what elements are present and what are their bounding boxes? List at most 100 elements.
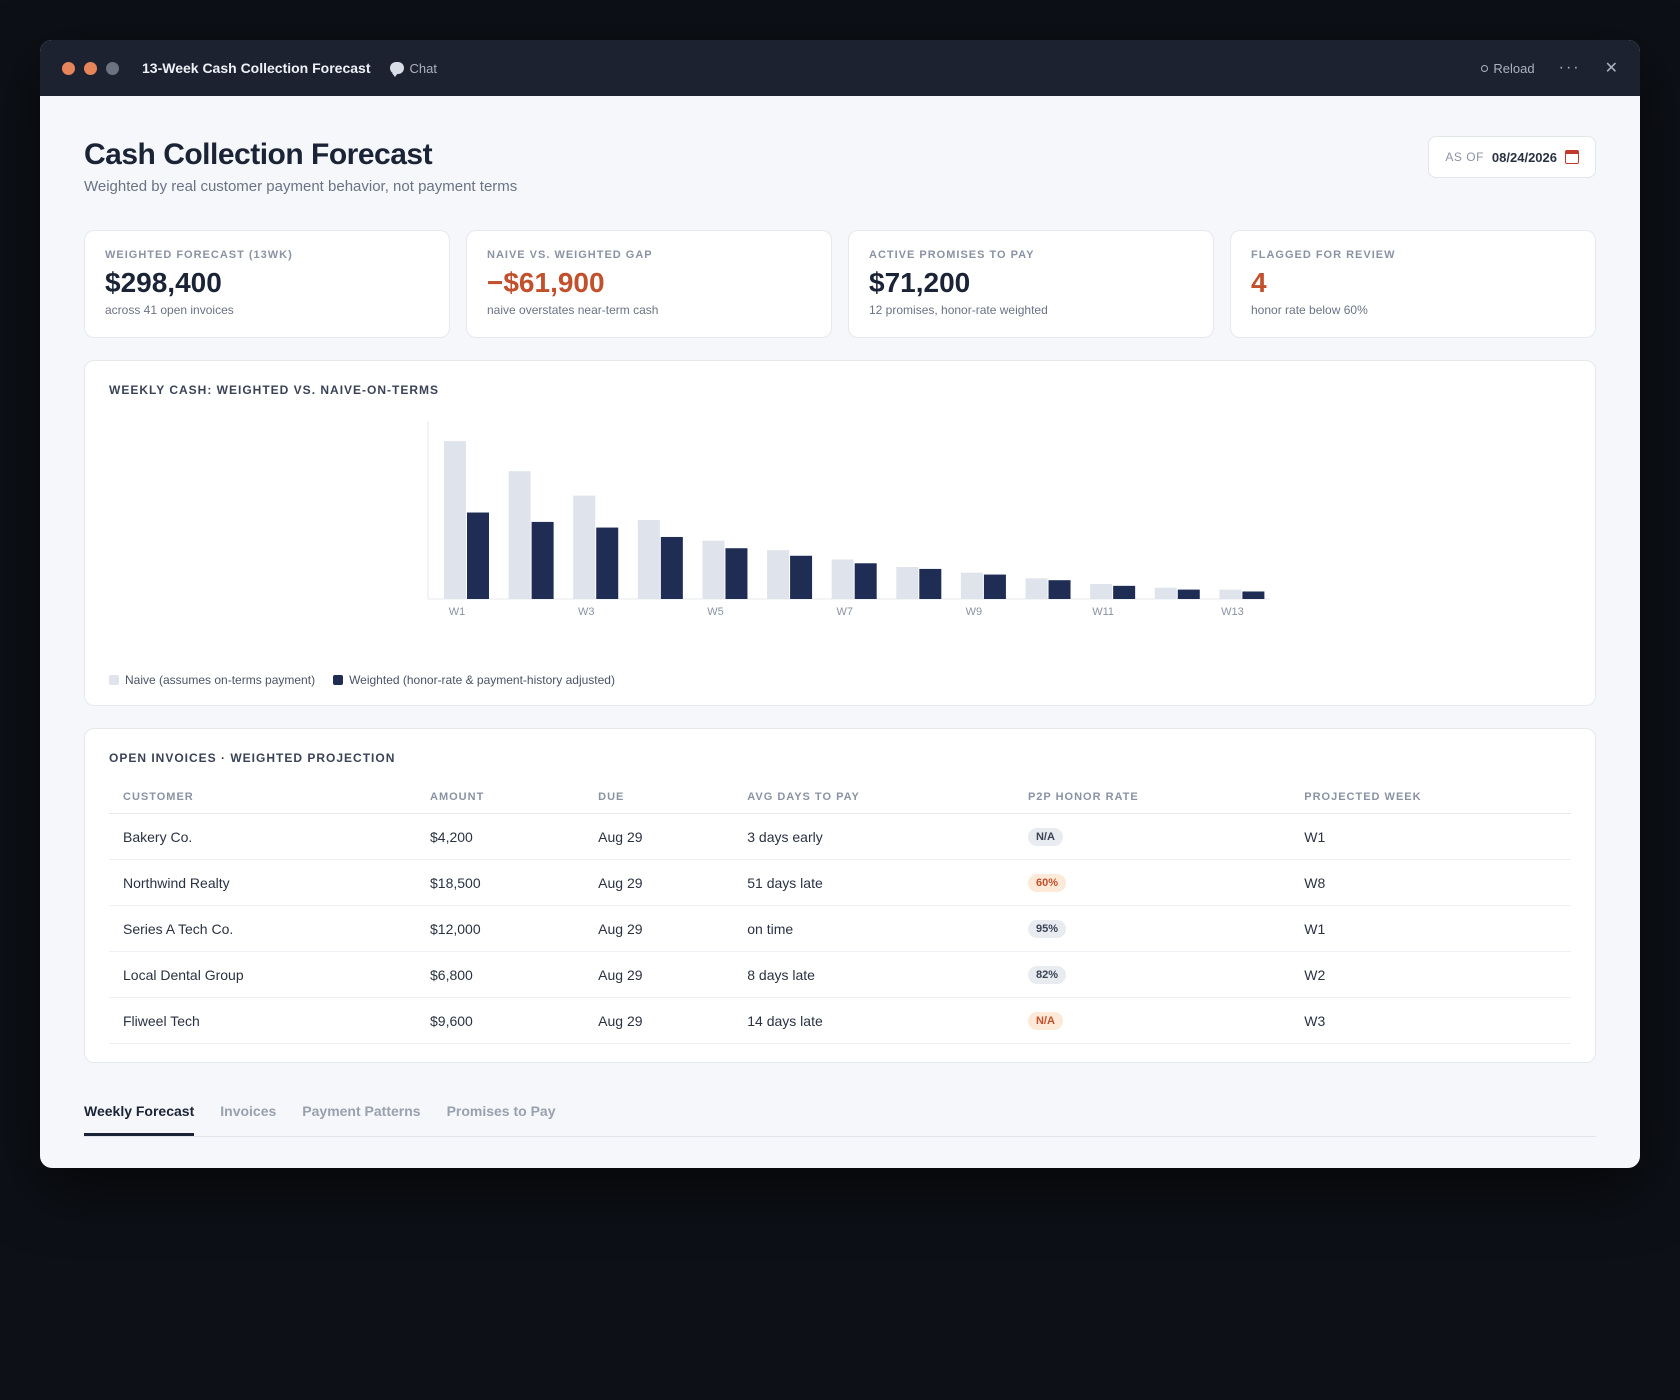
bar-naive[interactable] [508, 471, 531, 599]
bar-naive[interactable] [831, 559, 854, 599]
honor-rate-badge: N/A [1027, 828, 1063, 846]
chat-label: Chat [409, 60, 437, 76]
bar-weighted[interactable] [467, 512, 489, 599]
reload-button[interactable]: Reload [1481, 60, 1535, 76]
column-header[interactable]: Amount [416, 781, 585, 814]
bar-naive[interactable] [637, 520, 660, 599]
table-row[interactable]: Series A Tech Co. $12,000 Aug 29 on time… [109, 905, 1571, 952]
bar-naive[interactable] [1154, 587, 1177, 599]
bar-naive[interactable] [896, 567, 919, 599]
kpi-label: Flagged for Review [1251, 249, 1396, 261]
table-row[interactable]: Northwind Realty $18,500 Aug 29 51 days … [109, 859, 1571, 906]
kpi-row: Weighted Forecast (13wk) $298,400 across… [84, 230, 1596, 338]
bar-weighted[interactable] [983, 574, 1006, 599]
x-tick-label: W5 [707, 606, 724, 618]
cell-customer: Fliweel Tech [109, 997, 417, 1044]
bar-weighted[interactable] [919, 568, 942, 599]
cell-avg-days: 51 days late [733, 859, 1014, 906]
chart-legend: Naive (assumes on-terms payment) Weighte… [109, 673, 615, 687]
cell-amount: $9,600 [416, 997, 585, 1044]
reload-icon [1481, 64, 1489, 72]
bar-naive[interactable] [1219, 589, 1242, 599]
cell-due: Aug 29 [584, 997, 734, 1044]
legend-item-naive: Naive (assumes on-terms payment) [109, 673, 315, 687]
kpi-value: $71,200 [869, 267, 971, 298]
cell-due: Aug 29 [584, 951, 734, 998]
more-options-icon[interactable]: ··· [1558, 59, 1581, 76]
cell-due: Aug 29 [584, 905, 734, 952]
x-tick-label: W3 [578, 606, 595, 618]
table-row[interactable]: Fliweel Tech $9,600 Aug 29 14 days late … [109, 997, 1571, 1044]
bar-weighted[interactable] [1048, 580, 1071, 599]
kpi-label: Active Promises to Pay [869, 249, 1035, 261]
tab-promises-to-pay[interactable]: Promises to Pay [446, 1103, 556, 1119]
page-header: Cash Collection Forecast Weighted by rea… [84, 96, 1596, 226]
cell-honor-rate: 95% [1013, 905, 1291, 952]
invoices-table: Customer Amount Due Avg Days to Pay P2P … [109, 781, 1571, 1044]
kpi-value: $298,400 [105, 267, 222, 298]
bar-naive[interactable] [1025, 578, 1048, 599]
reload-label: Reload [1493, 60, 1535, 76]
cell-avg-days: 14 days late [733, 997, 1014, 1044]
tab-invoices[interactable]: Invoices [220, 1103, 277, 1119]
bar-weighted[interactable] [1242, 591, 1265, 599]
close-icon[interactable]: ✕ [1604, 60, 1618, 77]
legend-label: Weighted (honor-rate & payment-history a… [349, 673, 615, 687]
bar-weighted[interactable] [1113, 585, 1136, 599]
bar-weighted[interactable] [531, 521, 554, 599]
column-header[interactable]: Due [584, 781, 734, 814]
table-header-row: Customer Amount Due Avg Days to Pay P2P … [109, 781, 1571, 814]
cell-honor-rate: N/A [1013, 813, 1291, 860]
bar-naive[interactable] [702, 540, 725, 599]
column-header[interactable]: P2P Honor Rate [1013, 781, 1291, 814]
view-tabs: Weekly Forecast Invoices Payment Pattern… [84, 1083, 1596, 1137]
kpi-label: Weighted Forecast (13wk) [105, 249, 293, 261]
bar-naive[interactable] [444, 441, 466, 599]
as-of-date-picker[interactable]: AS OF 08/24/2026 [1428, 136, 1596, 178]
chat-button[interactable]: Chat [390, 60, 437, 77]
cell-due: Aug 29 [584, 859, 734, 906]
cell-amount: $4,200 [416, 813, 585, 860]
x-tick-label: W1 [449, 606, 466, 618]
app-title: 13-Week Cash Collection Forecast [142, 60, 371, 76]
kpi-label: Naive vs. Weighted Gap [487, 249, 653, 261]
cell-avg-days: 3 days early [733, 813, 1014, 860]
tab-weekly-forecast[interactable]: Weekly Forecast [84, 1103, 195, 1136]
weekly-cash-bar-chart: W1 W3 W5 W7 W9 W11 W13 [427, 421, 1270, 618]
tab-payment-patterns[interactable]: Payment Patterns [302, 1103, 421, 1119]
cell-due: Aug 29 [584, 813, 734, 860]
kpi-card-weighted-forecast: Weighted Forecast (13wk) $298,400 across… [84, 230, 450, 338]
cell-customer: Bakery Co. [109, 813, 417, 860]
bar-naive[interactable] [960, 572, 983, 599]
bar-naive[interactable] [1090, 583, 1113, 599]
table-title: Open Invoices · Weighted Projection [109, 751, 396, 765]
bar-weighted[interactable] [1177, 589, 1200, 599]
cell-projected-week: W1 [1290, 813, 1571, 860]
column-header[interactable]: Avg Days to Pay [733, 781, 1014, 814]
table-row[interactable]: Bakery Co. $4,200 Aug 29 3 days early N/… [109, 813, 1571, 860]
kpi-card-gap: Naive vs. Weighted Gap −$61,900 naive ov… [466, 230, 832, 338]
cell-honor-rate: 82% [1013, 951, 1291, 998]
cell-honor-rate: N/A [1013, 997, 1291, 1044]
close-window-dot[interactable] [62, 61, 75, 75]
cell-avg-days: on time [733, 905, 1014, 952]
bar-naive[interactable] [573, 495, 596, 599]
kpi-value: 4 [1251, 267, 1267, 298]
column-header[interactable]: Projected Week [1290, 781, 1571, 814]
title-bar: 13-Week Cash Collection Forecast Chat Re… [40, 40, 1640, 96]
minimize-window-dot[interactable] [84, 61, 97, 75]
bar-weighted[interactable] [790, 555, 813, 599]
cell-avg-days: 8 days late [733, 951, 1014, 998]
maximize-window-dot[interactable] [106, 61, 119, 75]
bar-naive[interactable] [767, 550, 790, 599]
column-header[interactable]: Customer [109, 781, 417, 814]
bar-weighted[interactable] [725, 548, 748, 599]
table-row[interactable]: Local Dental Group $6,800 Aug 29 8 days … [109, 951, 1571, 998]
bar-weighted[interactable] [854, 563, 877, 599]
bar-weighted[interactable] [596, 527, 619, 599]
x-tick-label: W7 [836, 606, 853, 618]
cell-projected-week: W1 [1290, 905, 1571, 952]
cell-honor-rate: 60% [1013, 859, 1291, 906]
bar-weighted[interactable] [660, 536, 683, 599]
kpi-value: −$61,900 [487, 267, 605, 298]
